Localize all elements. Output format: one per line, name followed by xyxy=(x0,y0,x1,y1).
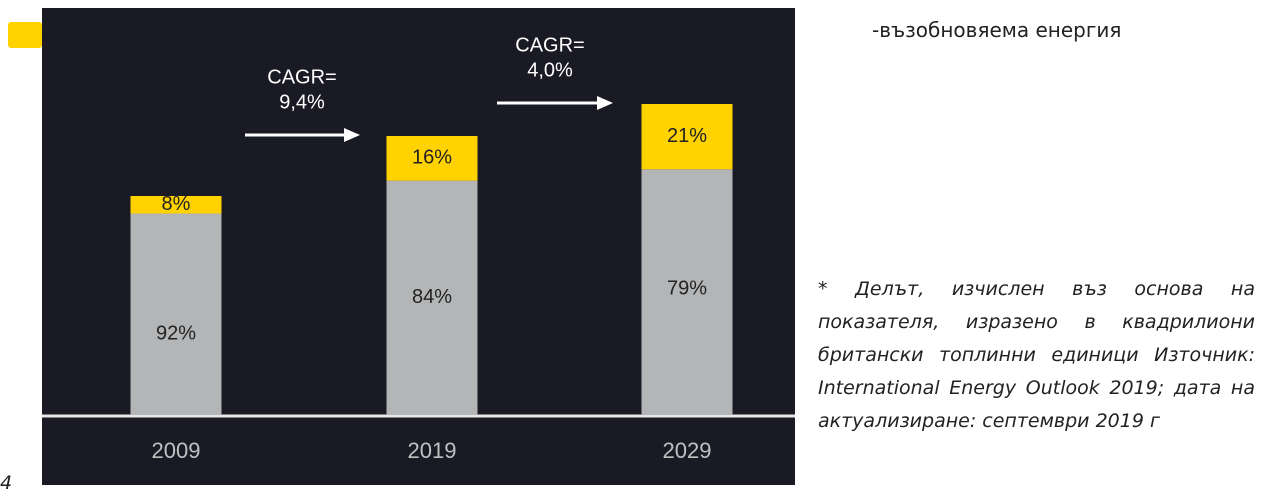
arrow-head xyxy=(344,128,360,142)
bar-segment xyxy=(641,104,733,170)
bar-segment xyxy=(641,169,733,415)
x-tick-label: 2019 xyxy=(408,438,457,463)
data-label: 16% xyxy=(412,147,452,169)
bar-segment xyxy=(130,196,222,214)
data-label: 8% xyxy=(162,193,191,215)
annotation-value: 4,0% xyxy=(527,59,573,81)
footnote: * Делът, изчислен въз основа на показате… xyxy=(818,278,1255,432)
x-tick-label: 2029 xyxy=(663,438,712,463)
x-tick-label: 2009 xyxy=(152,438,201,463)
data-label: 92% xyxy=(156,323,196,345)
bar-segment xyxy=(130,213,222,415)
legend-swatch xyxy=(8,22,42,48)
annotation-label: CAGR= xyxy=(267,66,336,88)
data-label: 84% xyxy=(412,286,452,308)
bar-segment xyxy=(386,180,478,415)
legend-label: -възобновяема енергия xyxy=(872,18,1122,42)
annotation-label: CAGR= xyxy=(515,34,584,56)
data-label: 21% xyxy=(667,125,707,147)
data-label: 79% xyxy=(667,278,707,300)
page-fragment: 4 xyxy=(0,472,13,494)
bar-segment xyxy=(386,136,478,181)
annotation-value: 9,4% xyxy=(279,91,325,113)
arrow-head xyxy=(597,96,613,110)
